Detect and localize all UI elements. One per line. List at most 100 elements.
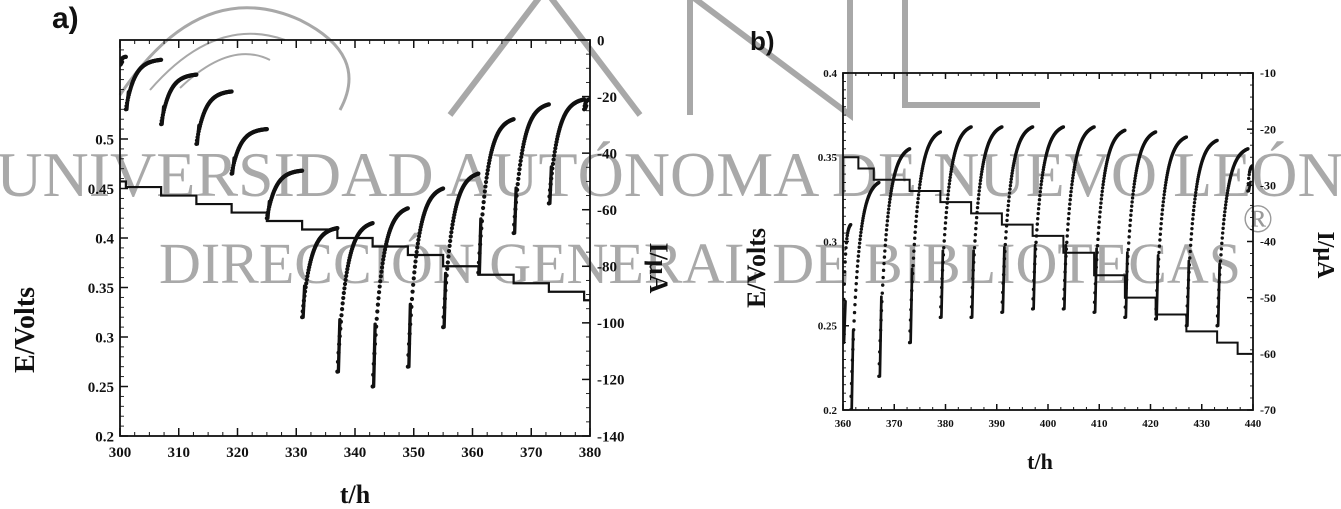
potential-point [1160,208,1165,212]
potential-point [917,186,922,190]
potential-point [1008,183,1013,188]
potential-point [1194,190,1198,195]
potential-point [445,266,450,271]
y-left-tick-label: 0.2 [823,405,837,417]
potential-point [375,302,381,307]
potential-segment [907,130,943,345]
potential-point [881,268,886,273]
potential-point [889,191,893,196]
potential-point [844,246,848,250]
potential-point [344,273,349,279]
potential-point [1009,177,1013,181]
y-right-tick-label: -60 [1260,347,1276,361]
potential-point [1223,206,1227,210]
potential-point [339,313,344,318]
potential-point [485,168,490,173]
x-tick-label: 410 [1091,418,1108,430]
potential-point [858,234,863,238]
potential-point [1132,185,1136,190]
potential-point [415,241,420,246]
potential-point [1127,229,1132,233]
potential-jump [477,217,483,275]
potential-point [1247,176,1251,181]
potential-segment [1000,125,1035,314]
potential-jump [120,60,125,67]
current-step-line [120,180,590,302]
potential-segment [582,97,590,112]
potential-jump [336,317,342,374]
potential-point [887,203,891,208]
potential-point [376,290,382,295]
potential-point [860,219,865,223]
potential-point [1162,196,1166,200]
potential-point [859,230,863,235]
potential-jump [195,123,201,146]
potential-point [978,182,982,186]
chart-panel-a: a) 300 310 320 330 340 350 360 370 380 0.2 0.25 0.3 0… [10,2,673,509]
potential-point [381,254,386,259]
potential-point [1188,256,1192,260]
x-tick-label: 400 [1040,418,1057,430]
potential-point [416,237,421,242]
potential-point [552,153,557,158]
potential-point [1163,183,1168,187]
plot-area [843,125,1253,410]
potential-point [947,182,952,186]
potential-segment [1123,130,1158,320]
potential-point [1066,222,1070,226]
potential-point [1220,241,1224,246]
potential-point [342,281,348,287]
x-tick-label: 370 [886,418,903,430]
potential-point [855,264,860,268]
potential-point [486,164,491,169]
potential-point [1190,226,1194,231]
potential-point [1163,186,1167,190]
potential-point [1221,226,1225,231]
potential-point [1065,228,1070,232]
potential-point [1159,227,1163,231]
potential-segment [546,97,587,206]
potential-point [1098,210,1102,214]
potential-segment [120,54,128,67]
potential-point [845,233,849,238]
potential-point [339,307,345,312]
potential-point [1222,217,1226,222]
potential-point [305,274,310,279]
potential-point [304,281,309,286]
potential-point [482,194,487,199]
potential-point [848,222,853,227]
potential-segment [229,127,269,176]
potential-point [1132,182,1136,186]
potential-point [374,316,379,321]
x-tick-label: 370 [520,445,543,461]
y-left-tick-label: 0.4 [95,231,114,247]
potential-point [516,171,522,176]
potential-point [1041,170,1045,175]
potential-point [1123,128,1127,132]
potential-point [1161,200,1166,204]
potential-jump [230,156,236,176]
potential-point [977,185,982,189]
potential-point [883,249,887,253]
potential-point [1071,170,1076,175]
potential-point [518,158,523,163]
potential-point [860,224,864,228]
potential-point [854,288,858,292]
potential-point [843,270,847,274]
potential-segment [969,125,1004,320]
potential-jump [583,104,589,111]
panel-label: a) [52,2,79,35]
potential-point [519,151,524,156]
potential-point [1130,204,1134,208]
potential-point [859,227,864,231]
potential-point [918,179,923,184]
watermark-line-2: DIRECCIÓN GENERAL DE BIBLIOTECAS [159,231,1241,296]
potential-jump [1032,243,1037,311]
potential-segment [1215,147,1250,328]
potential-point [979,175,983,180]
potential-point [942,246,946,250]
potential-point [1070,179,1075,183]
potential-jump [878,295,883,378]
potential-point [1038,190,1043,194]
potential-point [1189,237,1193,242]
